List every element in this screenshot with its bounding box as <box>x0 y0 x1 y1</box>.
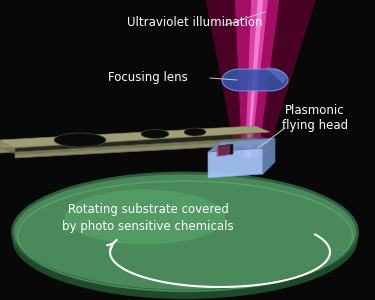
Text: Ultraviolet illumination: Ultraviolet illumination <box>127 16 263 28</box>
Polygon shape <box>0 126 270 158</box>
Polygon shape <box>216 145 230 157</box>
Ellipse shape <box>12 181 357 299</box>
Polygon shape <box>263 138 275 174</box>
Polygon shape <box>218 144 233 156</box>
Polygon shape <box>245 0 270 158</box>
Ellipse shape <box>12 173 357 291</box>
Ellipse shape <box>65 190 225 244</box>
Text: Focusing lens: Focusing lens <box>108 71 188 85</box>
Polygon shape <box>234 0 282 158</box>
Ellipse shape <box>184 128 206 136</box>
Polygon shape <box>208 138 275 152</box>
Polygon shape <box>202 0 322 158</box>
Polygon shape <box>265 67 286 84</box>
Text: Rotating substrate covered
by photo sensitive chemicals: Rotating substrate covered by photo sens… <box>62 203 234 233</box>
Text: Plasmonic
flying head: Plasmonic flying head <box>282 103 348 133</box>
Ellipse shape <box>141 130 169 139</box>
Polygon shape <box>208 148 263 178</box>
Polygon shape <box>222 69 288 91</box>
Ellipse shape <box>54 133 106 147</box>
Polygon shape <box>0 133 270 155</box>
Polygon shape <box>0 126 270 148</box>
Polygon shape <box>247 0 265 158</box>
